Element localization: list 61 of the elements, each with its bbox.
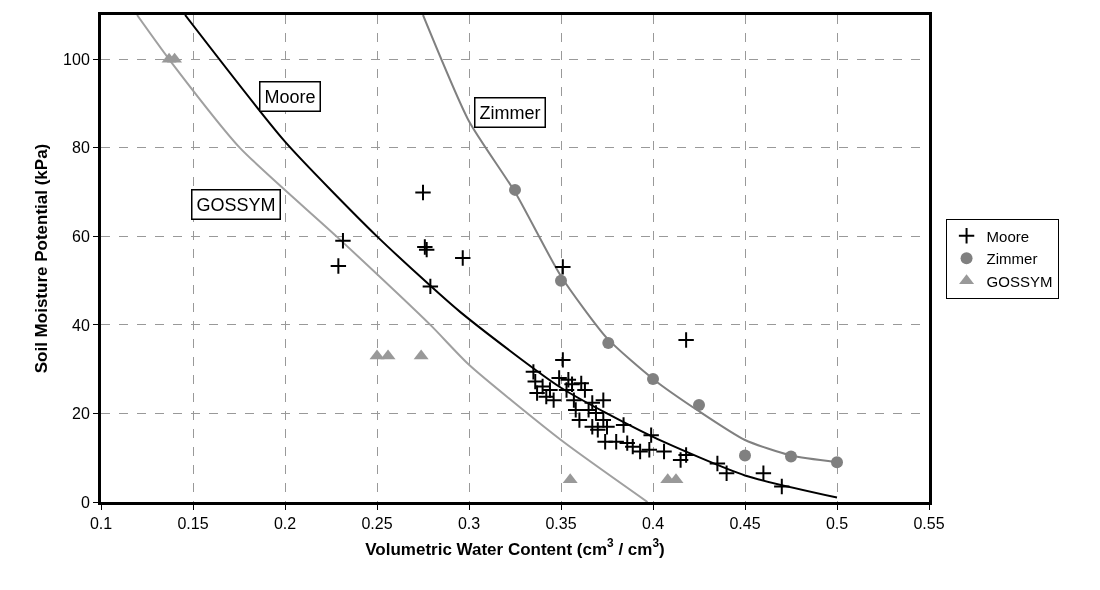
x-tick-label: 0.45 bbox=[729, 515, 761, 533]
annotation: GOSSYM bbox=[196, 194, 276, 215]
annotation: Zimmer bbox=[479, 102, 541, 123]
point bbox=[576, 381, 594, 399]
x-tick-label: 0.55 bbox=[913, 515, 945, 533]
point bbox=[594, 391, 613, 409]
x-tick-label: 0.2 bbox=[273, 515, 297, 533]
point bbox=[655, 442, 673, 461]
point bbox=[773, 477, 791, 496]
point bbox=[607, 433, 625, 451]
point bbox=[785, 450, 797, 463]
x-tick-label: 0.35 bbox=[545, 515, 577, 533]
legend-label: Moore bbox=[986, 227, 1030, 245]
point bbox=[671, 451, 690, 469]
point bbox=[693, 399, 705, 412]
x-axis-title: Volumetric Water Content (cm$^{3}$ / cm$^{3}$) bbox=[365, 536, 665, 559]
point bbox=[642, 426, 660, 444]
point bbox=[739, 449, 751, 462]
annotation: Moore bbox=[264, 86, 316, 107]
point bbox=[563, 375, 581, 393]
y-tick-label: 60 bbox=[72, 227, 90, 245]
point bbox=[528, 384, 546, 402]
x-tick-label: 0.25 bbox=[361, 515, 393, 533]
x-tick-label: 0.4 bbox=[641, 515, 665, 533]
legend-label: GOSSYM bbox=[986, 272, 1053, 290]
point bbox=[524, 363, 543, 381]
point bbox=[647, 372, 659, 385]
x-tick-label: 0.5 bbox=[825, 515, 849, 533]
point bbox=[329, 257, 348, 275]
point bbox=[677, 331, 695, 349]
point bbox=[570, 411, 589, 429]
legend-label: Zimmer bbox=[986, 250, 1038, 268]
x-tick-label: 0.1 bbox=[89, 515, 113, 533]
point bbox=[554, 351, 572, 369]
y-tick-label: 40 bbox=[72, 316, 90, 334]
point bbox=[454, 249, 472, 267]
point bbox=[555, 274, 567, 287]
point bbox=[754, 464, 773, 482]
x-tick-label: 0.15 bbox=[177, 515, 209, 533]
point bbox=[541, 381, 559, 399]
point bbox=[334, 232, 352, 250]
point bbox=[414, 183, 432, 202]
x-tick-label: 0.3 bbox=[457, 515, 481, 533]
point bbox=[618, 434, 636, 452]
line-series bbox=[184, 15, 838, 499]
point bbox=[589, 421, 607, 439]
point bbox=[559, 371, 578, 389]
point bbox=[677, 446, 695, 464]
point bbox=[831, 456, 843, 469]
y-tick-label: 80 bbox=[72, 139, 90, 157]
point bbox=[550, 369, 568, 387]
y-tick-label: 20 bbox=[72, 405, 90, 423]
y-tick-label: 100 bbox=[63, 50, 90, 68]
point bbox=[421, 277, 440, 296]
point bbox=[602, 337, 615, 350]
point bbox=[640, 441, 659, 459]
point bbox=[554, 258, 572, 276]
point bbox=[509, 183, 521, 196]
y-tick-label: 0 bbox=[80, 493, 90, 511]
point bbox=[614, 416, 633, 434]
y-axis-title: Soil Moisture Potential (kPa) bbox=[31, 143, 51, 374]
